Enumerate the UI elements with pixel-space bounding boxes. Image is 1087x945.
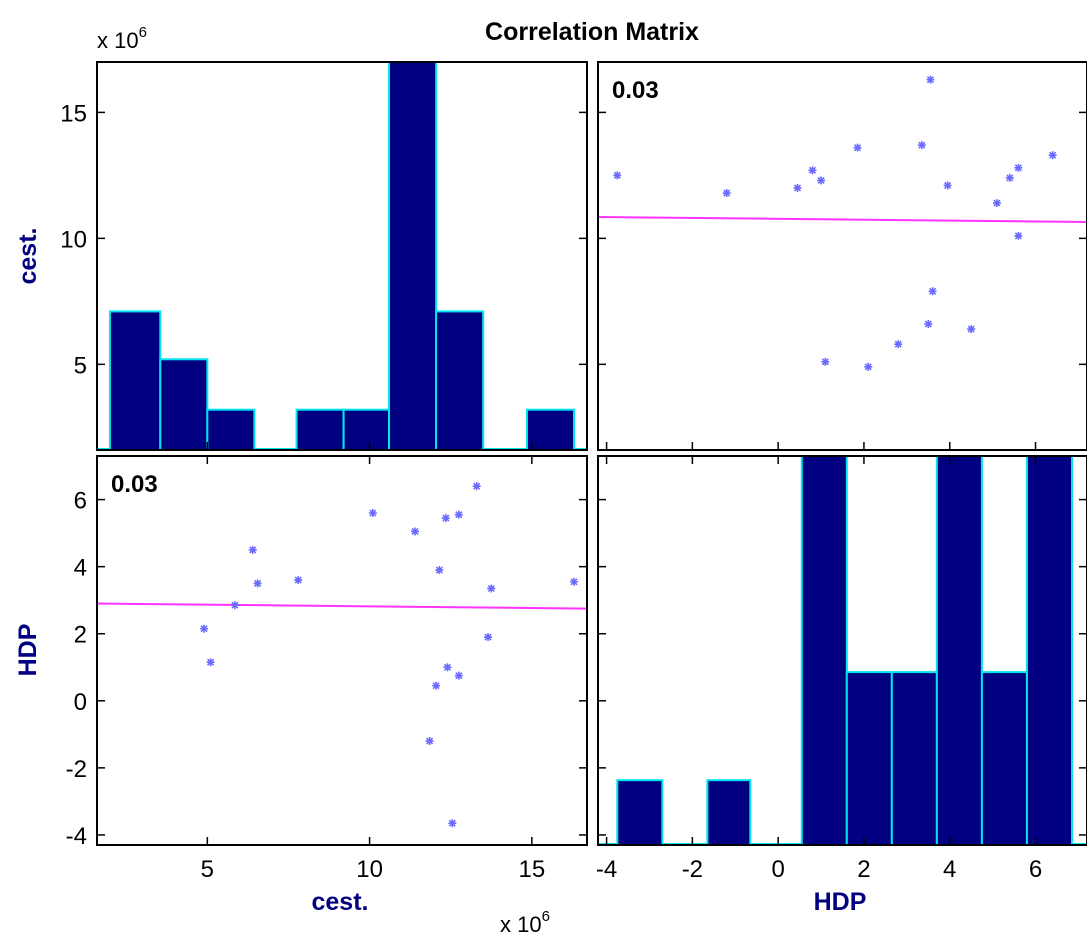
x-axis-label-cest: cest. — [312, 888, 369, 916]
hdp-vs-cest-frame — [597, 61, 1087, 451]
cest-vs-hdp-ytick-label-5: 4 — [74, 555, 87, 582]
x-axis-label-hdp: HDP — [814, 888, 867, 916]
hdp-vs-cest-point-16 — [924, 320, 933, 329]
hdp-hist-xtick-label-6: 6 — [1029, 856, 1042, 883]
cest-vs-hdp-point-2 — [206, 658, 215, 667]
hdp-vs-cest-point-1 — [613, 171, 622, 180]
x-exponent-label-power: 6 — [542, 908, 550, 925]
y-exponent-label: x 106 — [97, 24, 147, 53]
cest-vs-hdp-point-18 — [484, 633, 493, 642]
hdp-vs-cest-point-12 — [1014, 163, 1023, 172]
cest-vs-hdp-point-10 — [432, 681, 441, 690]
hdp-vs-cest-point-11 — [1005, 173, 1014, 182]
cest-hist-bar-3 — [206, 408, 256, 452]
hdp-hist-bar-3 — [800, 455, 848, 846]
cest-vs-hdp-correlation-label: 0.03 — [111, 471, 158, 498]
cest-vs-hdp-point-13 — [443, 663, 452, 672]
cest-hist-ytick-label-3: 15 — [60, 100, 87, 127]
hdp-vs-cest-correlation-label: 0.03 — [612, 77, 659, 104]
hdp-vs-cest-point-20 — [821, 357, 830, 366]
cest-vs-hdp-point-4 — [248, 545, 257, 554]
hdp-vs-cest-point-10 — [992, 199, 1001, 208]
hdp-hist-bar-8 — [1025, 455, 1073, 846]
cest-vs-hdp-point-11 — [435, 566, 444, 575]
cest-vs-hdp-background — [97, 456, 587, 845]
cest-hist-bar-8 — [525, 408, 576, 452]
hdp-hist-bar-6 — [935, 455, 983, 846]
hdp-vs-cest-point-15 — [928, 287, 937, 296]
hdp-vs-cest-point-8 — [926, 75, 935, 84]
y-axis-label-cest: cest. — [14, 228, 42, 285]
cest-hist-bar-6 — [388, 61, 438, 451]
cest-vs-hdp-ytick-label-4: 2 — [74, 622, 87, 649]
hdp-hist-bar-1 — [616, 779, 664, 847]
hdp-vs-cest-point-14 — [1014, 231, 1023, 240]
cest-vs-hdp-point-20 — [570, 577, 579, 586]
hdp-vs-cest-fit-line — [597, 215, 1087, 223]
cest-vs-hdp-point-8 — [411, 527, 420, 536]
cest-vs-hdp-point-17 — [472, 482, 481, 491]
y-exponent-label-power: 6 — [139, 24, 147, 41]
hdp-vs-cest-point-19 — [864, 362, 873, 371]
cest-vs-hdp-xtick-label-3: 15 — [518, 856, 545, 883]
cest-vs-hdp-ytick-label-2: -2 — [66, 756, 87, 783]
hdp-hist-xtick-label-4: 2 — [857, 856, 870, 883]
hdp-vs-cest-point-13 — [1048, 151, 1057, 160]
hdp-hist-xtick-label-1: -4 — [596, 856, 617, 883]
hdp-hist-frame — [597, 455, 1087, 846]
chart-title: Correlation Matrix — [485, 18, 699, 46]
hdp-vs-cest-point-17 — [967, 325, 976, 334]
hdp-hist-bar-5 — [890, 671, 938, 846]
cest-vs-hdp-point-16 — [454, 510, 463, 519]
cest-vs-hdp-point-19 — [487, 584, 496, 593]
hdp-hist-bar-7 — [980, 671, 1028, 846]
cest-hist-ytick-label-1: 5 — [74, 352, 87, 379]
cest-vs-hdp-ytick-label-3: 0 — [74, 689, 87, 716]
cest-vs-hdp-xtick-label-2: 10 — [356, 856, 383, 883]
x-exponent-label: x 106 — [500, 908, 550, 937]
hdp-vs-cest-point-9 — [943, 181, 952, 190]
cest-hist-ytick-label-2: 10 — [60, 226, 87, 253]
cest-vs-hdp-point-12 — [441, 514, 450, 523]
hdp-vs-cest-point-5 — [817, 176, 826, 185]
hdp-hist-xtick-label-5: 4 — [943, 856, 956, 883]
hdp-vs-cest-background — [598, 62, 1087, 450]
hdp-vs-cest-point-7 — [917, 141, 926, 150]
cest-vs-hdp-point-3 — [230, 601, 239, 610]
cest-vs-hdp-frame — [96, 455, 588, 846]
cest-vs-hdp-xtick-label-1: 5 — [201, 856, 214, 883]
cest-vs-hdp-fit-line — [96, 602, 588, 610]
cest-hist-bar-5 — [342, 408, 391, 452]
cest-hist-bar-7 — [435, 310, 485, 451]
cest-vs-hdp-point-7 — [368, 509, 377, 518]
cest-vs-hdp-point-9 — [425, 737, 434, 746]
y-axis-label-hdp: HDP — [14, 624, 42, 677]
hdp-hist-bar-2 — [706, 779, 752, 847]
hdp-hist-xtick-label-3: 0 — [771, 856, 784, 883]
hdp-vs-cest-point-6 — [853, 143, 862, 152]
cest-vs-hdp-point-1 — [200, 624, 209, 633]
cest-hist-bar-2 — [159, 358, 209, 452]
cest-vs-hdp-ytick-label-1: -4 — [66, 823, 87, 850]
hdp-vs-cest-point-4 — [808, 166, 817, 175]
hdp-vs-cest-point-3 — [793, 183, 802, 192]
cest-vs-hdp-point-14 — [448, 819, 457, 828]
cest-hist-frame — [96, 61, 588, 451]
cest-hist-bar-1 — [108, 310, 162, 451]
hdp-vs-cest-point-2 — [722, 189, 731, 198]
y-exponent-label-base: x 10 — [97, 28, 139, 53]
cest-vs-hdp-point-6 — [294, 576, 303, 585]
cest-vs-hdp-point-15 — [454, 671, 463, 680]
hdp-hist-bar-4 — [845, 671, 893, 846]
cest-vs-hdp-point-5 — [253, 579, 262, 588]
hdp-hist-xtick-label-2: -2 — [682, 856, 703, 883]
hdp-vs-cest-point-18 — [894, 340, 903, 349]
cest-hist-bar-4 — [295, 408, 345, 452]
x-exponent-label-base: x 10 — [500, 912, 542, 937]
cest-vs-hdp-ytick-label-6: 6 — [74, 488, 87, 515]
